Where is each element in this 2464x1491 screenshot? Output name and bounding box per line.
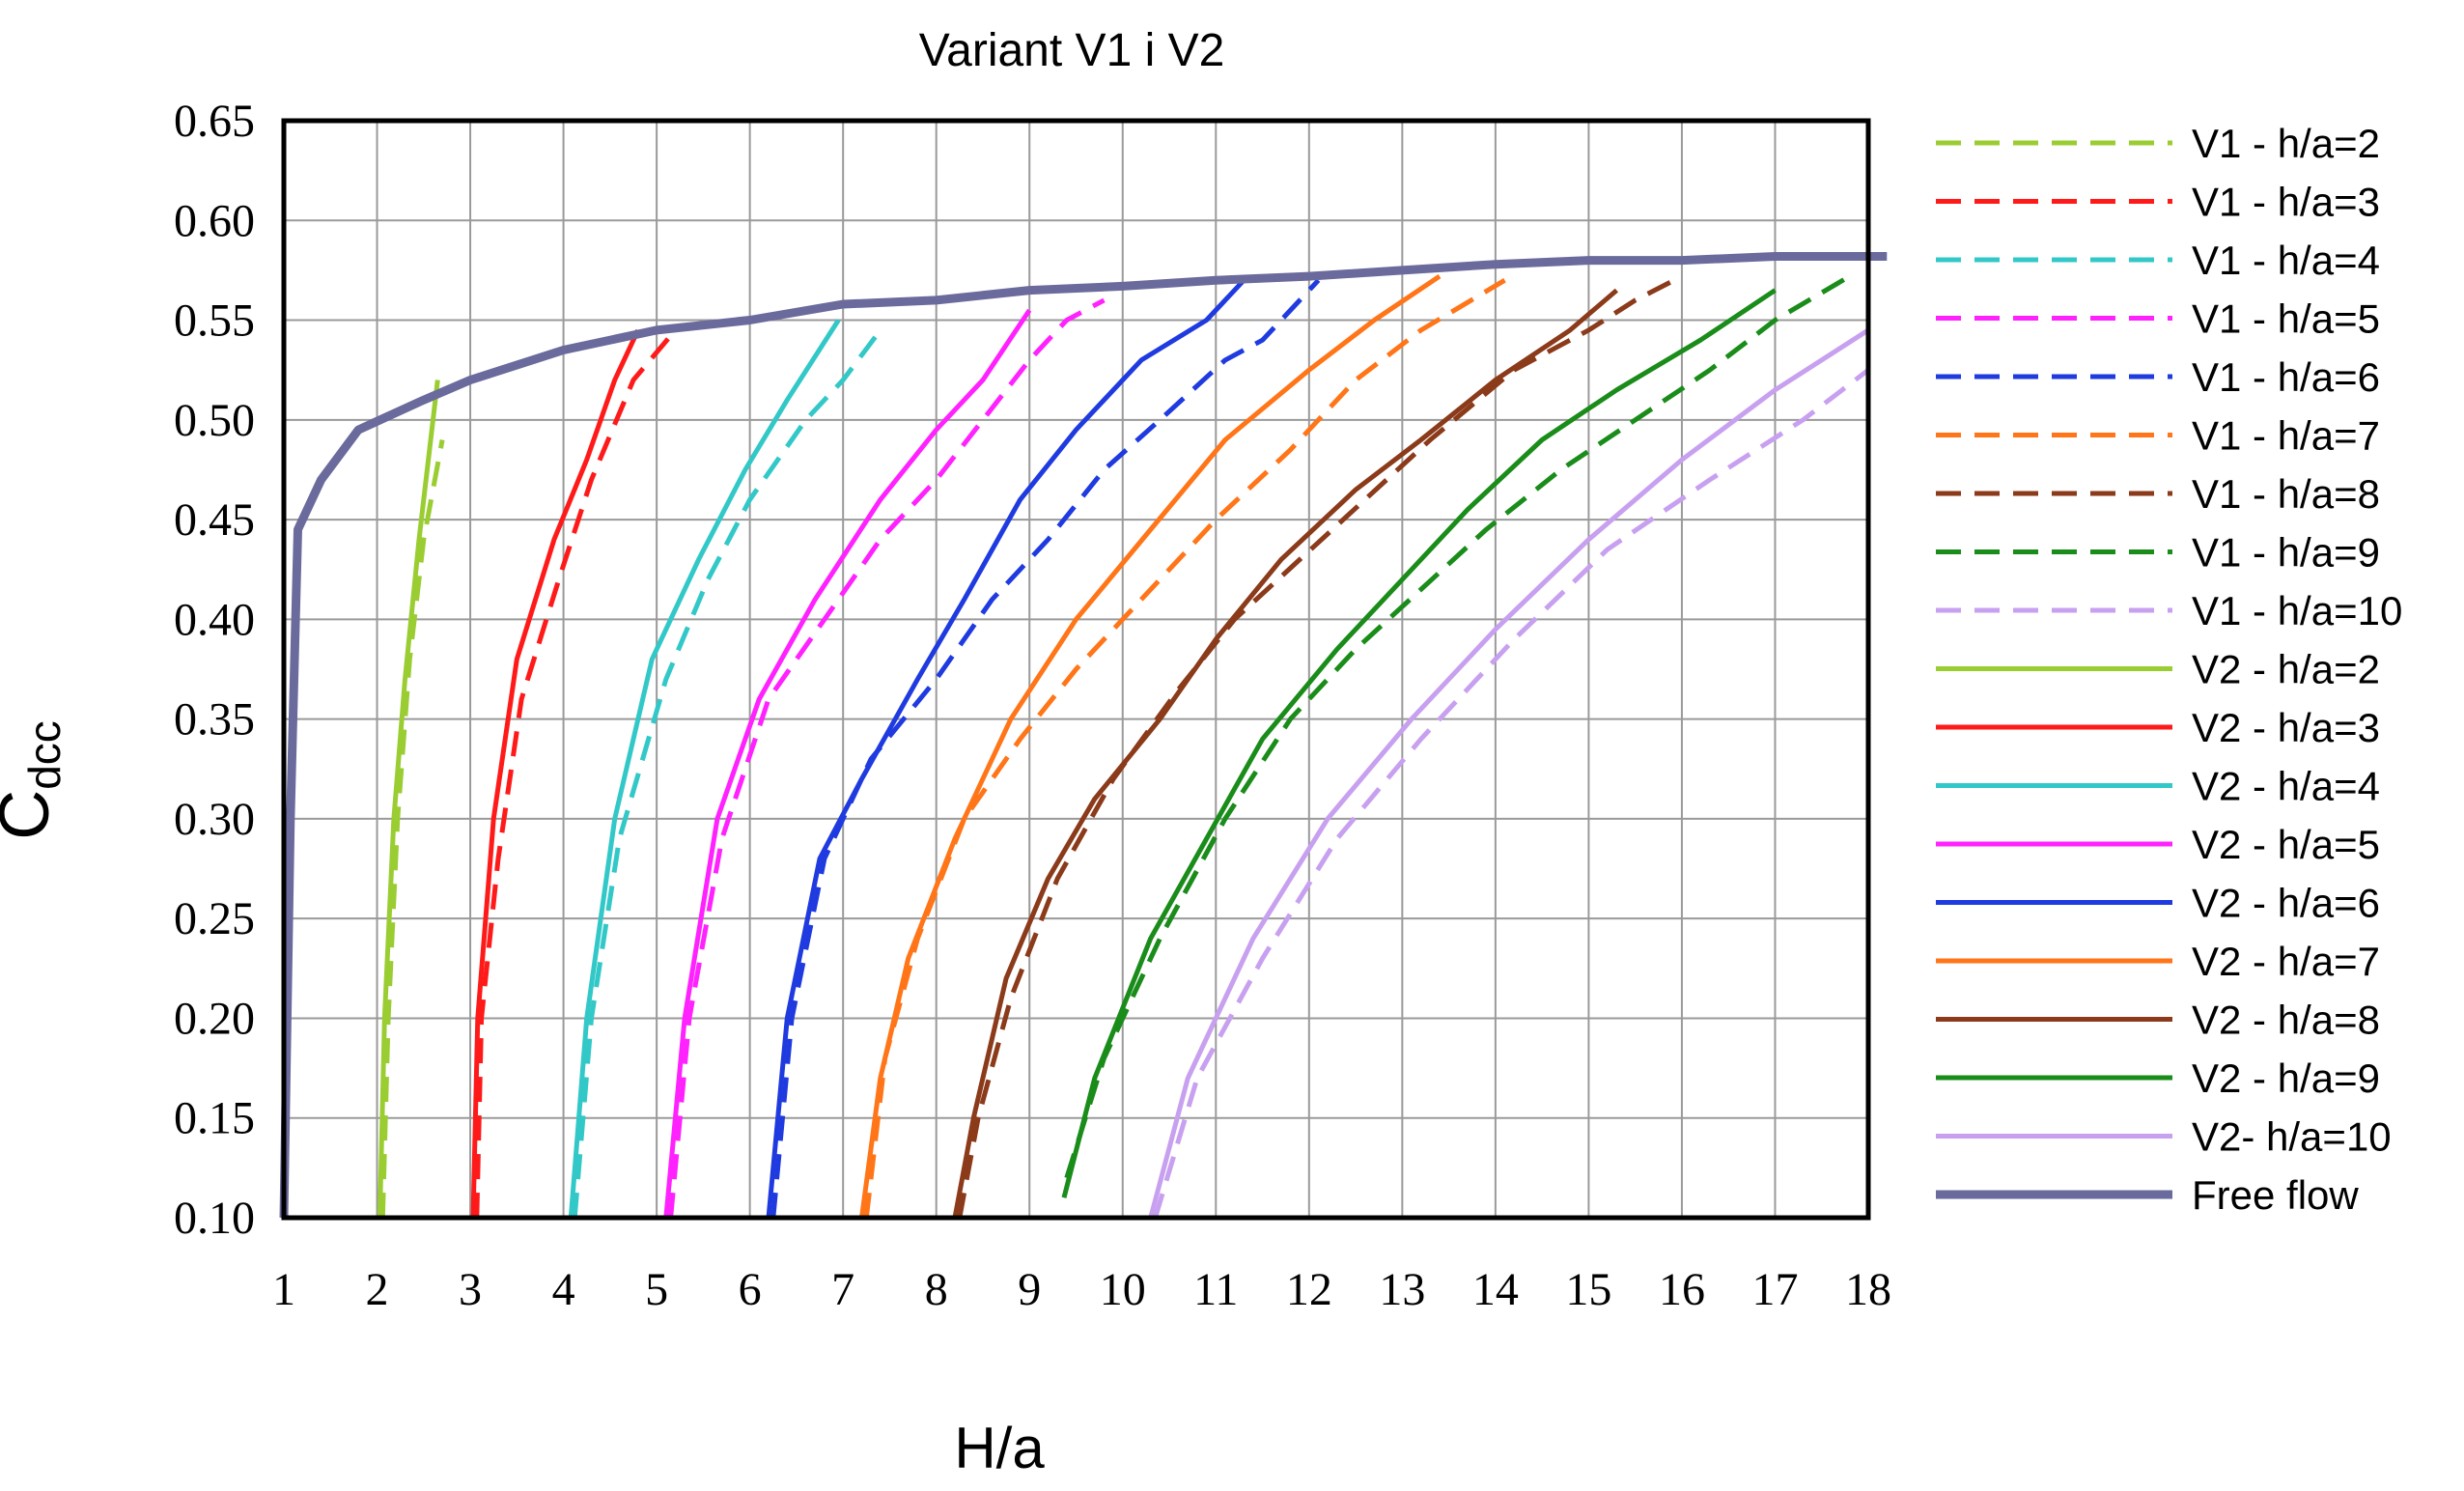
series-line-v1-3	[668, 297, 1106, 1219]
y-tick-label: 0.30	[174, 794, 255, 845]
x-tick-label: 17	[1751, 1264, 1798, 1315]
x-tick-label: 8	[925, 1264, 948, 1315]
legend-label: V1 - h/a=4	[2192, 238, 2380, 283]
legend-label: V2 - h/a=3	[2192, 705, 2380, 750]
legend-label: V2 - h/a=9	[2192, 1055, 2380, 1101]
series-line-v2-14	[859, 274, 1442, 1219]
legend-label: V2 - h/a=7	[2192, 939, 2380, 984]
x-tick-label: 2	[366, 1264, 389, 1315]
y-tick-label: 0.15	[174, 1093, 255, 1144]
legend-label: V1 - h/a=6	[2192, 354, 2380, 400]
y-tick-label: 0.55	[174, 295, 255, 347]
series-line-v2-11	[568, 319, 841, 1219]
y-tick-label: 0.20	[174, 993, 255, 1044]
x-tick-label: 11	[1193, 1264, 1238, 1315]
legend-label: V1 - h/a=9	[2192, 530, 2380, 576]
legend-label: V2 - h/a=2	[2192, 647, 2380, 692]
y-axis-title-sub: dcc	[19, 720, 70, 790]
y-tick-label: 0.25	[174, 893, 255, 944]
y-tick-label: 0.45	[174, 494, 255, 546]
y-tick-label: 0.65	[174, 96, 255, 147]
series-line-v2-16	[1061, 288, 1777, 1198]
x-axis-title: H/a	[954, 1416, 1045, 1480]
series-line-v1-5	[863, 278, 1506, 1219]
x-tick-label: 10	[1100, 1264, 1146, 1315]
legend-label: V1 - h/a=7	[2192, 413, 2380, 459]
chart-title: Variant V1 i V2	[919, 25, 1225, 76]
x-tick-label: 18	[1845, 1264, 1891, 1315]
series-line-v2-17	[1148, 327, 1870, 1219]
tick-labels: 1 2 3 4 5 6 7 8 9 10 11 12 13 14 15 16 17 180.100.150.200…	[174, 96, 1891, 1315]
x-tick-label: 16	[1659, 1264, 1705, 1315]
series-line-v1-6	[957, 273, 1684, 1219]
x-tick-label: 12	[1286, 1264, 1332, 1315]
series-line-v1-8	[1153, 368, 1870, 1219]
legend-label: V2- h/a=10	[2192, 1114, 2392, 1160]
legend-label: V1 - h/a=10	[2192, 588, 2402, 633]
x-tick-label: 5	[645, 1264, 668, 1315]
y-axis-title-main: C	[0, 790, 64, 840]
x-tick-label: 6	[739, 1264, 762, 1315]
series-line-free-flow	[279, 252, 1888, 1219]
legend-label: V1 - h/a=8	[2192, 471, 2380, 517]
legend-label: Free flow	[2192, 1172, 2359, 1218]
series-line-v1-4	[770, 278, 1321, 1219]
x-tick-label: 14	[1472, 1264, 1519, 1315]
legend-label: V1 - h/a=2	[2192, 121, 2380, 166]
y-tick-label: 0.10	[174, 1193, 255, 1244]
series-lines	[279, 252, 1888, 1219]
legend-label: V2 - h/a=5	[2192, 822, 2380, 867]
series-line-v2-10	[470, 328, 641, 1219]
legend-label: V1 - h/a=3	[2192, 180, 2380, 225]
legend-label: V1 - h/a=5	[2192, 296, 2380, 342]
series-line-v1-1	[474, 328, 678, 1219]
x-tick-label: 9	[1018, 1264, 1041, 1315]
series-line-v2-12	[663, 308, 1032, 1219]
y-tick-label: 0.60	[174, 195, 255, 246]
series-line-v2-9	[377, 380, 440, 1219]
x-tick-label: 13	[1379, 1264, 1425, 1315]
y-tick-label: 0.40	[174, 594, 255, 645]
x-tick-label: 3	[459, 1264, 482, 1315]
legend-label: V2 - h/a=4	[2192, 764, 2380, 809]
series-line-v2-15	[952, 288, 1619, 1219]
legend: V1 - h/a=2 V1 - h/a=3 V1 - h/a=4 V1 - h/a=5…	[1936, 121, 2402, 1218]
series-line-v1-0	[379, 439, 445, 1219]
y-tick-label: 0.35	[174, 694, 255, 746]
x-tick-label: 15	[1565, 1264, 1611, 1315]
legend-label: V2 - h/a=6	[2192, 881, 2380, 926]
series-line-v2-13	[766, 278, 1246, 1219]
series-line-v1-2	[572, 328, 882, 1219]
x-tick-label: 4	[552, 1264, 575, 1315]
y-axis-title: Cdcc	[0, 720, 70, 840]
legend-label: V2 - h/a=8	[2192, 998, 2380, 1043]
x-tick-label: 7	[831, 1264, 854, 1315]
plot-area-frame	[281, 118, 1871, 1221]
x-tick-label: 1	[272, 1264, 295, 1315]
y-tick-label: 0.50	[174, 395, 255, 446]
series-line-v1-7	[1064, 273, 1851, 1179]
